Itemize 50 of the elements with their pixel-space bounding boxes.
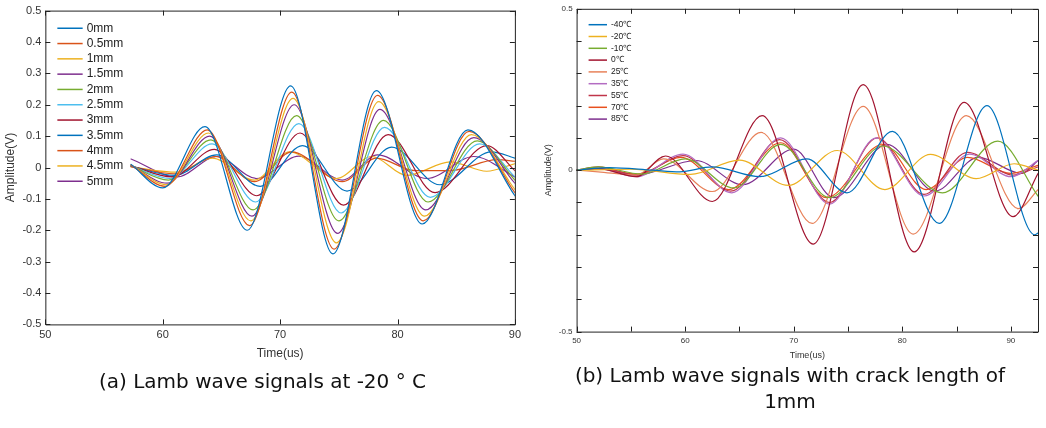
- legend-label: 4mm: [86, 142, 114, 157]
- legend-label: -40℃: [610, 19, 633, 30]
- legend-label: 3.5mm: [86, 127, 124, 142]
- legend-label: 70℃: [610, 101, 630, 112]
- y-axis-title: Amplitude(V): [2, 132, 17, 203]
- y-tick-label: -0.5: [22, 317, 42, 330]
- y-tick-label: 0.1: [26, 129, 42, 142]
- y-tick-label: -0.4: [22, 286, 42, 299]
- x-tick-label: 80: [897, 335, 908, 345]
- x-axis-title: Time(us): [256, 346, 304, 361]
- legend-label: 0mm: [86, 20, 114, 35]
- legend-label: 3mm: [86, 112, 114, 127]
- legend-label: -10℃: [610, 42, 633, 53]
- legend-label: 1mm: [86, 51, 114, 66]
- x-tick-label: 90: [508, 328, 522, 341]
- legend-label: 4.5mm: [86, 158, 124, 173]
- legend-label: 85℃: [610, 113, 630, 124]
- legend-label: 35℃: [610, 78, 630, 89]
- x-axis-title: Time(us): [789, 350, 825, 361]
- legend-label: 0℃: [610, 54, 625, 65]
- y-tick-label: -0.3: [22, 254, 42, 267]
- y-tick-label: -0.2: [22, 223, 42, 236]
- x-tick-label: 60: [680, 335, 691, 345]
- x-tick-label: 70: [789, 335, 799, 345]
- x-tick-label: 80: [391, 328, 404, 341]
- y-tick-label: 0.2: [26, 97, 42, 110]
- legend-label: 0.5mm: [86, 35, 124, 50]
- y-tick-label: 0.5: [561, 4, 574, 13]
- y-tick-label: -0.1: [22, 191, 42, 204]
- x-tick-label: 70: [273, 328, 287, 341]
- text: (a) Lamb wave signals at -20 ° C: [98, 368, 427, 394]
- legend-label: 2.5mm: [86, 97, 124, 112]
- x-tick-label: 50: [39, 328, 52, 341]
- legend-label: -20℃: [610, 30, 633, 41]
- legend-label: 55℃: [610, 89, 630, 100]
- y-tick-label: 0: [35, 160, 42, 173]
- y-tick-label: 0.3: [26, 66, 42, 79]
- legend-label: 25℃: [610, 66, 630, 77]
- x-tick-label: 90: [1006, 335, 1016, 345]
- y-tick-label: 0.4: [26, 35, 42, 48]
- x-tick-label: 60: [156, 328, 169, 341]
- y-tick-label: 0.5: [26, 3, 42, 16]
- legend-label: 5mm: [86, 173, 114, 188]
- legend-label: 2mm: [86, 81, 114, 96]
- x-tick-label: 50: [572, 335, 582, 345]
- text: (b) Lamb wave signals with crack length of 1mm: [573, 362, 1007, 414]
- y-tick-label: -0.5: [558, 326, 574, 336]
- legend-label: 1.5mm: [86, 66, 124, 81]
- y-tick-label: 0: [568, 165, 574, 175]
- y-axis-title: Amplitude(V): [542, 144, 553, 197]
